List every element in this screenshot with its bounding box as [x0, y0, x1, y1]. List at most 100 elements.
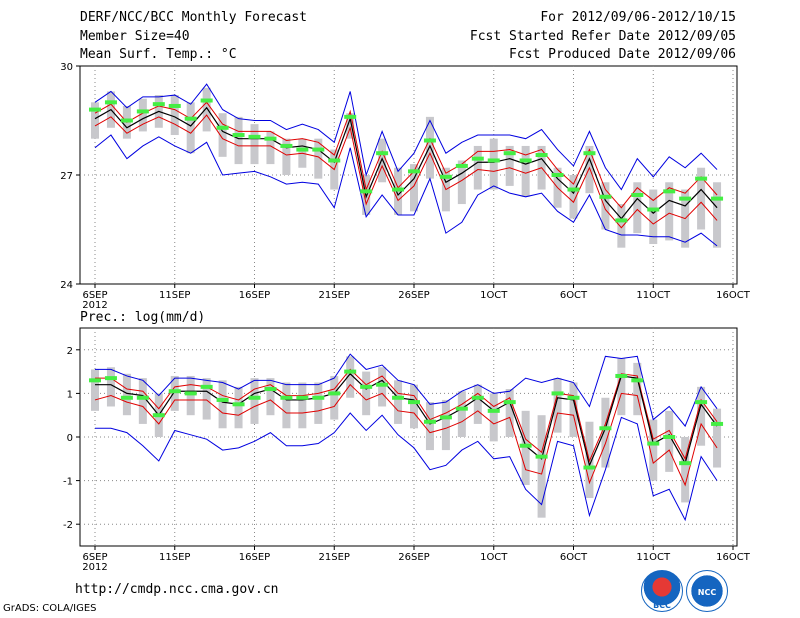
prec-observed-marker	[296, 395, 309, 400]
prec-spread-box	[681, 437, 690, 503]
prec-xtick-label: 16SEP	[239, 552, 270, 563]
prec-observed-marker	[583, 465, 596, 470]
prec-observed-marker	[248, 395, 261, 400]
prec-observed-marker	[599, 426, 612, 431]
temp-xtick-label: 21SEP	[319, 290, 350, 301]
prec-observed-marker	[439, 415, 452, 420]
temp-observed-marker	[583, 151, 596, 156]
temp-observed-marker	[89, 107, 101, 112]
prec-spread-box	[649, 419, 658, 481]
temp-spread-box	[585, 145, 594, 194]
prec-spread-box	[410, 384, 418, 429]
temp-spread-box	[649, 189, 658, 245]
temp-spread-box	[234, 116, 243, 165]
temp-xtick-label: 6OCT	[560, 290, 588, 301]
temp-observed-marker	[184, 116, 197, 121]
prec-spread-box	[665, 410, 674, 472]
temp-inner_lower-line	[94, 114, 718, 229]
temp-observed-marker	[679, 196, 692, 201]
prec-spread-box	[106, 367, 115, 407]
prec-xtick-label: 6OCT	[560, 552, 588, 563]
temperature-panel: 6SEP 11SEP 16SEP 21SEP 26SEP 1OCT 6OCT 11OCT 16O…	[60, 62, 750, 311]
prec-spread-box	[186, 375, 195, 416]
prec-observed-marker	[631, 378, 644, 383]
temp-xtick-label: 11SEP	[159, 290, 190, 301]
member-size: Member Size=40	[80, 29, 190, 44]
source-url[interactable]: http://cmdp.ncc.cma.gov.cn	[75, 582, 279, 597]
temp-spread-box	[170, 95, 179, 136]
prec-spread-box	[314, 382, 323, 424]
temp-spread-box	[457, 160, 466, 205]
prec-observed-marker	[535, 454, 548, 459]
prec-spread-box	[266, 378, 275, 416]
prec-observed-marker	[392, 395, 405, 400]
temp-observed-marker	[631, 192, 644, 197]
temp-spread-box	[346, 113, 355, 139]
temp-spread-box	[91, 102, 99, 139]
prec-spread-box	[330, 375, 339, 420]
temp-observed-marker	[200, 98, 213, 103]
prec-spread-box	[250, 378, 259, 424]
prec-observed-marker	[168, 389, 181, 394]
temp-observed-marker	[152, 102, 165, 107]
prec-inner_lower-line	[94, 383, 718, 487]
prec-spread-box	[425, 402, 434, 451]
prec-observed-marker	[152, 413, 165, 418]
temp-spread-box	[489, 138, 498, 190]
prec-ytick-label: 2	[67, 346, 73, 357]
temp-observed-marker	[487, 158, 500, 163]
temp-ytick-label: 30	[60, 62, 73, 73]
temp-observed-marker	[695, 176, 708, 181]
prec-xtick-label: 1OCT	[480, 552, 508, 563]
prec-xtick-label: 16OCT	[716, 552, 751, 563]
temp-spread-box	[218, 113, 227, 157]
temp-spread-box	[378, 138, 387, 183]
temp-spread-box	[425, 116, 434, 179]
temp-spread-box	[569, 175, 578, 219]
temp-observed-marker	[248, 134, 261, 139]
temp-observed-marker	[423, 138, 436, 143]
prec-spread-box	[170, 375, 179, 411]
temp-observed-marker	[471, 156, 484, 161]
prec-spread-box	[697, 386, 706, 446]
prec-inner_upper-line	[95, 368, 718, 463]
prec-spread-box	[378, 367, 387, 407]
prec-spread-box	[505, 389, 514, 437]
prec-ytick-label: -1	[63, 477, 73, 488]
temp-observed-marker	[120, 118, 133, 123]
temp-spread-box	[202, 87, 211, 132]
temp-spread-box	[314, 138, 323, 179]
prec-xtick-label: 21SEP	[319, 552, 350, 563]
prec-spread-box	[234, 386, 243, 429]
prec-observed-marker	[136, 395, 149, 400]
prec-observed-marker	[184, 391, 197, 396]
temp-observed-marker	[535, 153, 548, 158]
prec-spread-box	[553, 378, 562, 433]
prec-observed-marker	[344, 369, 357, 374]
prec-spread-box	[138, 378, 147, 424]
temp-observed-marker	[408, 169, 420, 174]
prec-spread-box	[457, 391, 466, 437]
temp-observed-marker	[599, 194, 612, 199]
temp-spread-box	[633, 182, 642, 234]
prec-spread-box	[569, 382, 578, 437]
prec-xtick-label: 11SEP	[159, 552, 190, 563]
temp-xtick-label: 1OCT	[480, 290, 508, 301]
temp-observed-marker	[296, 147, 309, 152]
prec-spread-box	[441, 399, 450, 451]
temp-observed-marker	[647, 207, 660, 212]
temp-observed-marker	[567, 187, 580, 192]
prec-ytick-label: -2	[63, 520, 73, 531]
prec-observed-marker	[104, 376, 117, 381]
prec-spread-box	[362, 371, 371, 416]
prec-xtick-label: 11OCT	[636, 552, 671, 563]
temp-observed-marker	[344, 114, 357, 119]
prec-observed-marker	[487, 408, 500, 413]
forecast-start-date: Fcst Started Refer Date 2012/09/05	[469, 29, 736, 44]
prec-spread-box	[122, 373, 131, 416]
temp-observed-marker	[711, 196, 724, 201]
temp-ytick-label: 24	[60, 280, 73, 291]
prec-spread-box	[202, 378, 211, 420]
temp-year-label: 2012	[82, 300, 107, 311]
